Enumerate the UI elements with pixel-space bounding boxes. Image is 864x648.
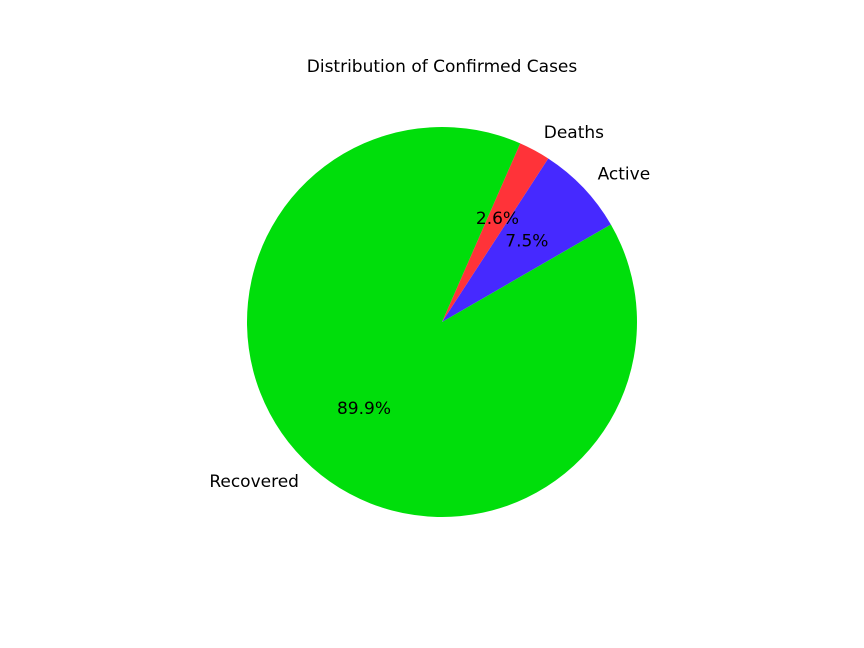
pie-slice-active (442, 158, 611, 322)
pie-slices (246, 126, 637, 517)
slice-percent-recovered: 89.9% (337, 399, 391, 419)
chart-title: Distribution of Confirmed Cases (307, 57, 578, 77)
slice-label-recovered: Recovered (209, 472, 299, 492)
slice-label-deaths: Deaths (544, 123, 604, 143)
slice-percent-active: 7.5% (505, 231, 548, 251)
pie-slice-deaths (442, 143, 549, 322)
pie-labels: Active 7.5% Deaths 2.6% Recovered 89.9% (209, 123, 650, 492)
slice-label-active: Active (598, 164, 651, 184)
pie-slice-recovered (246, 126, 637, 517)
slice-percent-deaths: 2.6% (476, 209, 519, 229)
